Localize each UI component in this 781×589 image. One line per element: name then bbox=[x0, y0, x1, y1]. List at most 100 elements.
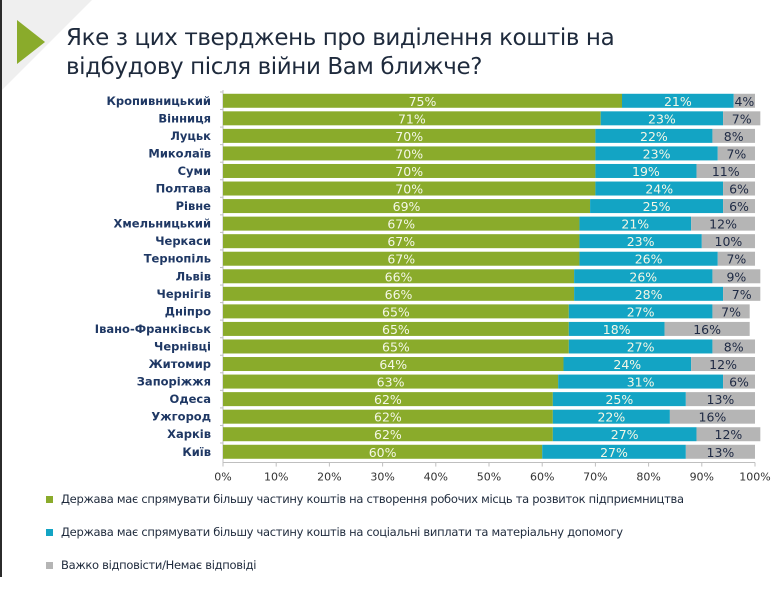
category-label: Запоріжжя bbox=[137, 375, 211, 389]
data-label: 28% bbox=[635, 287, 663, 302]
data-label: 19% bbox=[632, 164, 660, 179]
data-label: 66% bbox=[385, 287, 413, 302]
category-label: Чернівці bbox=[154, 339, 211, 353]
data-label: 12% bbox=[709, 357, 737, 372]
data-label: 65% bbox=[382, 322, 410, 337]
bar-segment-s2 bbox=[595, 146, 718, 161]
bar-segment-s3 bbox=[723, 374, 755, 389]
data-label: 13% bbox=[707, 392, 735, 407]
bar-segment-s3 bbox=[723, 286, 761, 301]
bar-segment-s2 bbox=[579, 216, 692, 231]
bar-segment-s3 bbox=[685, 444, 755, 459]
data-label: 8% bbox=[724, 129, 744, 144]
bar-segment-s3 bbox=[664, 321, 750, 336]
bar-segment-s3 bbox=[669, 409, 755, 424]
data-label: 26% bbox=[629, 269, 657, 284]
legend-swatch-green bbox=[46, 495, 53, 503]
bar-segment-s3 bbox=[712, 304, 750, 319]
category-label: Житомир bbox=[149, 357, 211, 371]
data-label: 16% bbox=[693, 322, 721, 337]
bar-segment-s1 bbox=[223, 251, 580, 266]
legend-item-jobs: Держава має спрямувати більшу частину ко… bbox=[46, 490, 684, 508]
bar-segment-s1 bbox=[223, 181, 596, 196]
bar-segment-s1 bbox=[223, 357, 564, 372]
category-label: Луцьк bbox=[170, 129, 211, 143]
bar-segment-s3 bbox=[691, 357, 755, 372]
bar-segment-s3 bbox=[696, 163, 755, 178]
category-label: Чернігів bbox=[157, 287, 211, 301]
category-label: Дніпро bbox=[165, 304, 211, 318]
bar-segment-s2 bbox=[595, 181, 724, 196]
data-label: 71% bbox=[398, 111, 426, 126]
data-label: 62% bbox=[374, 392, 402, 407]
bar-segment-s2 bbox=[579, 251, 718, 266]
legend-swatch-blue bbox=[46, 528, 53, 536]
bar-segment-s1 bbox=[223, 444, 543, 459]
category-label: Івано-Франківськ bbox=[95, 322, 211, 336]
category-label: Рівне bbox=[176, 199, 212, 213]
data-label: 7% bbox=[721, 304, 741, 319]
left-border bbox=[0, 0, 2, 577]
bar-segment-s2 bbox=[595, 163, 697, 178]
bar-segment-s1 bbox=[223, 163, 596, 178]
legend-label: Держава має спрямувати більшу частину ко… bbox=[61, 492, 684, 506]
chart-title: Яке з цих тверджень про виділення коштів… bbox=[66, 25, 615, 80]
data-label: 6% bbox=[729, 375, 749, 390]
category-label: Вінниця bbox=[158, 111, 211, 125]
category-label: Київ bbox=[182, 445, 211, 459]
bar-segment-s1 bbox=[223, 128, 596, 143]
data-label: 27% bbox=[611, 427, 639, 442]
data-label: 4% bbox=[734, 94, 754, 109]
data-label: 23% bbox=[627, 234, 655, 249]
bar-segment-s2 bbox=[574, 269, 713, 284]
title-arrow-icon bbox=[17, 20, 45, 64]
data-label: 26% bbox=[635, 252, 663, 267]
legend-item-no-answer: Важко відповісти/Немає відповіді bbox=[46, 556, 684, 574]
data-label: 67% bbox=[387, 252, 415, 267]
data-label: 75% bbox=[409, 94, 437, 109]
data-label: 8% bbox=[724, 339, 744, 354]
bar-segment-s2 bbox=[568, 339, 713, 354]
category-label: Кропивницький bbox=[106, 94, 211, 108]
bar-segment-s1 bbox=[223, 392, 553, 407]
bar-segment-s3 bbox=[717, 146, 755, 161]
x-tick-label: 0% bbox=[214, 471, 231, 484]
category-label: Полтава bbox=[156, 182, 211, 196]
legend-swatch-gray bbox=[46, 561, 53, 569]
bar-segment-s2 bbox=[552, 427, 697, 442]
x-tick-label: 60% bbox=[530, 471, 554, 484]
bar-segment-s2 bbox=[552, 392, 686, 407]
bar-segment-s2 bbox=[552, 409, 670, 424]
x-tick-label: 90% bbox=[690, 471, 714, 484]
category-label: Ужгород bbox=[151, 410, 211, 424]
data-label: 7% bbox=[732, 111, 752, 126]
bar-segment-s3 bbox=[691, 216, 755, 231]
data-label: 13% bbox=[707, 445, 735, 460]
bar-segment-s1 bbox=[223, 269, 575, 284]
data-label: 12% bbox=[709, 217, 737, 232]
bar-segment-s2 bbox=[558, 374, 724, 389]
data-label: 64% bbox=[379, 357, 407, 372]
data-label: 16% bbox=[699, 410, 727, 425]
data-label: 65% bbox=[382, 339, 410, 354]
x-tick-label: 40% bbox=[424, 471, 448, 484]
data-label: 70% bbox=[395, 164, 423, 179]
data-label: 70% bbox=[395, 182, 423, 197]
bar-segment-s1 bbox=[223, 111, 601, 126]
x-tick-label: 50% bbox=[477, 471, 501, 484]
data-label: 21% bbox=[621, 217, 649, 232]
data-label: 10% bbox=[715, 234, 743, 249]
data-label: 70% bbox=[395, 129, 423, 144]
bar-segment-s3 bbox=[712, 128, 755, 143]
legend-item-social: Держава має спрямувати більшу частину ко… bbox=[46, 523, 684, 541]
data-label: 62% bbox=[374, 410, 402, 425]
data-label: 70% bbox=[395, 146, 423, 161]
bar-segment-s2 bbox=[568, 321, 665, 336]
data-label: 24% bbox=[613, 357, 641, 372]
bar-segment-s3 bbox=[696, 427, 761, 442]
bar-segment-s1 bbox=[223, 234, 580, 249]
x-tick-label: 100% bbox=[739, 471, 770, 484]
bar-segment-s1 bbox=[223, 321, 569, 336]
legend-label: Держава має спрямувати більшу частину ко… bbox=[61, 525, 623, 539]
bar-segment-s1 bbox=[223, 427, 553, 442]
